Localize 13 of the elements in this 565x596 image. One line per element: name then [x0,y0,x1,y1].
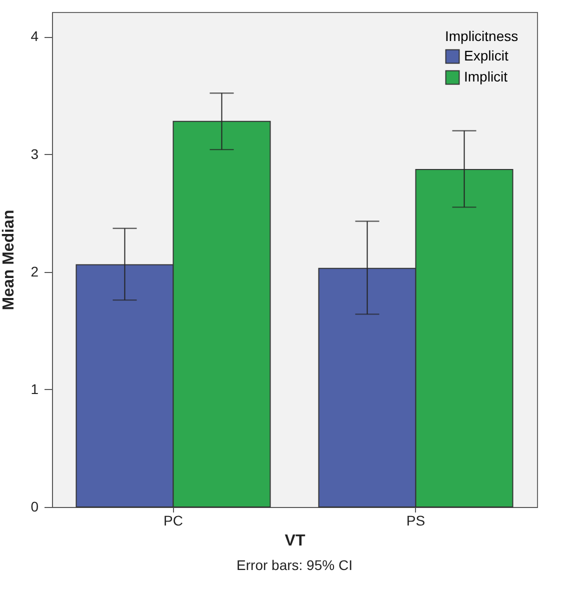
legend-label: Implicit [464,68,508,84]
legend-title: Implicitness [445,28,518,44]
y-tick-label: 2 [30,263,39,280]
y-tick-label: 1 [30,380,39,397]
x-axis-title: VT [284,532,306,550]
x-tick-label: PS [406,512,426,528]
y-tick-label: 0 [30,498,39,514]
text: Error bars: 95% CI [236,557,352,573]
y-axis-title: Mean Median [0,210,18,310]
y-tick-label: 4 [30,28,39,44]
x-tick-label: PC [164,512,183,528]
legend-label: Explicit [464,48,508,64]
y-tick-label: 3 [30,146,39,162]
